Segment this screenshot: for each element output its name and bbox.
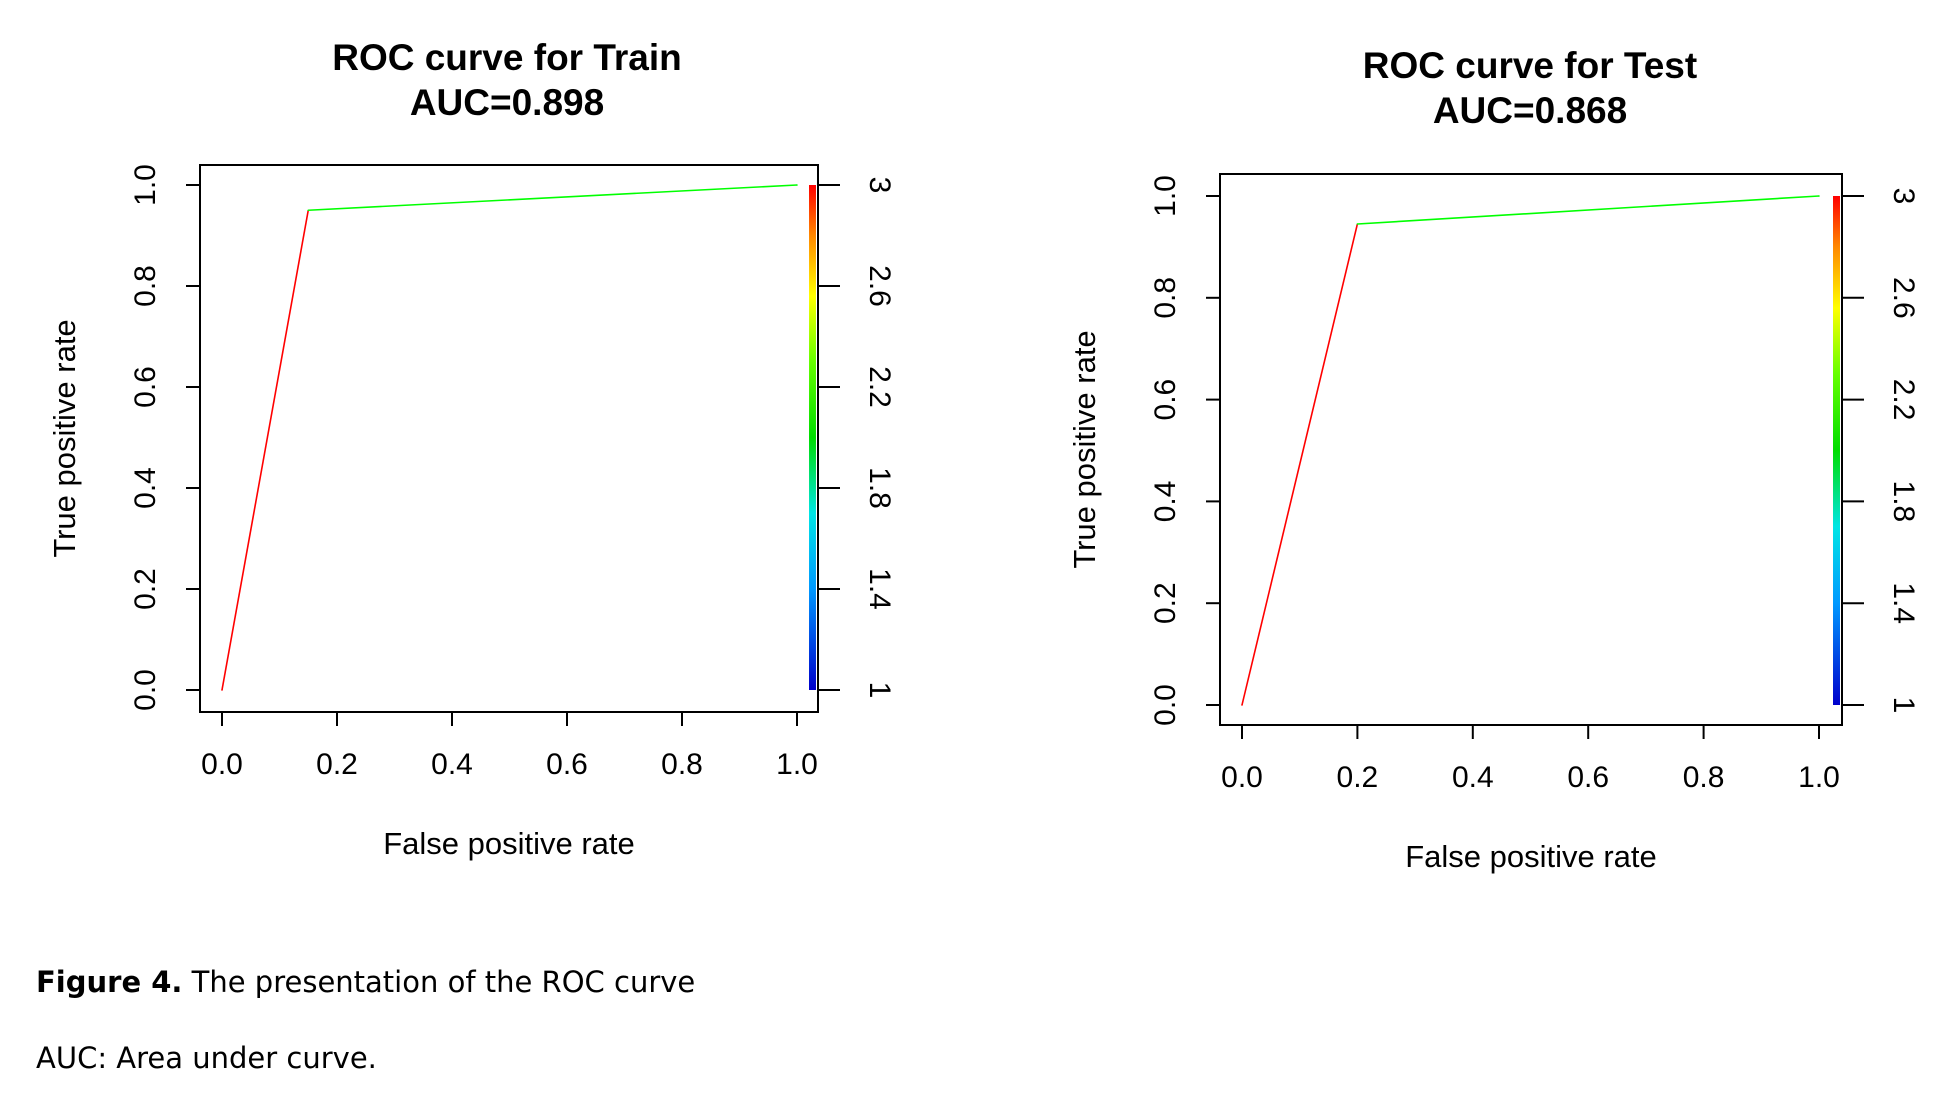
colorbar-tick-label: 3 <box>1887 188 1920 205</box>
colorbar-tick-label: 1 <box>1887 697 1920 714</box>
y-tick-label: 0.2 <box>129 568 162 610</box>
colorbar <box>1833 196 1840 705</box>
colorbar <box>809 185 816 690</box>
caption-line: Figure 4. The presentation of the ROC cu… <box>36 965 1036 999</box>
x-tick-label: 0.6 <box>546 748 588 781</box>
figure-label: Figure 4. <box>36 965 183 999</box>
y-tick-label: 0.8 <box>1149 277 1182 319</box>
roc-point <box>1241 704 1243 706</box>
y-tick-label: 1.0 <box>1149 175 1182 217</box>
x-tick-label: 1.0 <box>776 748 818 781</box>
roc-segment <box>1357 195 1820 225</box>
colorbar-tick-label: 2.2 <box>1887 379 1920 421</box>
roc-segment <box>221 210 310 691</box>
x-tick-label: 0.0 <box>1221 761 1263 794</box>
chart-panel-train: ROC curve for Train AUC=0.898 0.0 0.2 0.4 0.6… <box>0 0 930 890</box>
x-tick-label: 0.2 <box>1337 761 1379 794</box>
x-tick-label: 0.4 <box>1452 761 1494 794</box>
roc-segment <box>308 184 798 212</box>
colorbar-tick-label: 2.6 <box>1887 277 1920 319</box>
x-axis-label: False positive rate <box>383 826 635 861</box>
x-axis-label: False positive rate <box>1405 839 1657 874</box>
x-tick-label: 0.8 <box>661 748 703 781</box>
x-tick-label: 0.6 <box>1567 761 1609 794</box>
y-tick-label: 0.6 <box>129 366 162 408</box>
y-tick-label: 0.0 <box>1149 684 1182 726</box>
y-tick-label: 0.0 <box>129 669 162 711</box>
x-tick-label: 1.0 <box>1798 761 1840 794</box>
x-tick-label: 0.0 <box>201 748 243 781</box>
colorbar-tick-label: 1 <box>863 682 896 699</box>
colorbar-tick-label: 2.6 <box>863 265 896 307</box>
chart-title: ROC curve for Test <box>1363 45 1697 86</box>
y-axis-label: True positive rate <box>1067 330 1102 568</box>
y-tick-label: 0.4 <box>1149 481 1182 523</box>
chart-subtitle: AUC=0.868 <box>1433 90 1627 131</box>
roc-point <box>221 689 223 691</box>
roc-point <box>1818 195 1820 197</box>
roc-segment <box>1241 223 1359 706</box>
roc-point <box>796 184 798 186</box>
x-tick-label: 0.8 <box>1683 761 1725 794</box>
colorbar-tick-label: 1.4 <box>863 568 896 610</box>
chart-panel-test: ROC curve for Test AUC=0.868 0.0 0.2 0.4 0.6 0… <box>1020 0 1950 890</box>
roc-point <box>1356 223 1359 225</box>
y-tick-label: 1.0 <box>129 164 162 206</box>
colorbar-tick-label: 1.4 <box>1887 582 1920 624</box>
y-tick-label: 0.6 <box>1149 379 1182 421</box>
chart-title: ROC curve for Train <box>332 37 682 78</box>
x-tick-label: 0.2 <box>316 748 358 781</box>
roc-point <box>307 209 310 212</box>
figure-text: The presentation of the ROC curve <box>182 965 696 999</box>
y-tick-label: 0.8 <box>129 265 162 307</box>
y-tick-label: 0.2 <box>1149 582 1182 624</box>
plot-frame <box>199 164 819 713</box>
x-tick-label: 0.4 <box>431 748 473 781</box>
chart-subtitle: AUC=0.898 <box>410 82 604 123</box>
figure-caption: Figure 4. The presentation of the ROC cu… <box>36 965 1036 1075</box>
abbreviation-note: AUC: Area under curve. <box>36 1041 377 1075</box>
colorbar-tick-label: 2.2 <box>863 366 896 408</box>
colorbar-tick-label: 1.8 <box>863 467 896 509</box>
y-axis-label: True positive rate <box>47 319 82 557</box>
plot-frame <box>1219 173 1843 726</box>
colorbar-tick-label: 1.8 <box>1887 481 1920 523</box>
y-tick-label: 0.4 <box>129 467 162 509</box>
colorbar-tick-label: 3 <box>863 177 896 194</box>
